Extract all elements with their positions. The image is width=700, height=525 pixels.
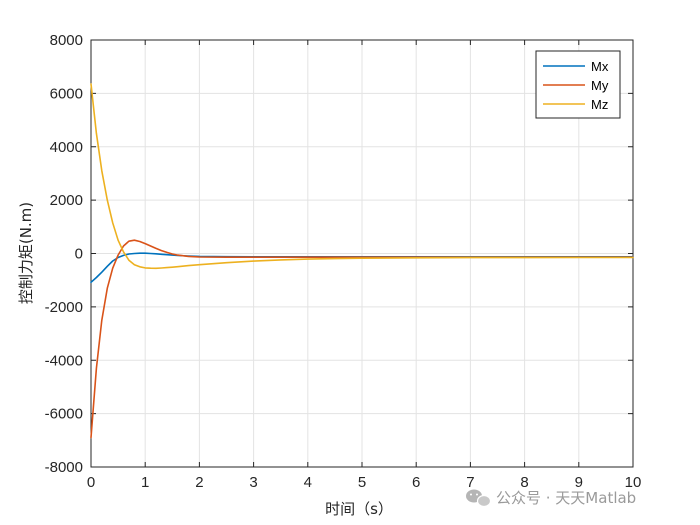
- x-tick-label: 3: [249, 474, 257, 491]
- x-tick-label: 6: [412, 474, 420, 491]
- legend: Mx My Mz: [535, 50, 621, 119]
- x-tick-label: 2: [195, 474, 203, 491]
- x-tick-label: 8: [520, 474, 528, 491]
- x-tick-label: 1: [141, 474, 149, 491]
- y-tick-label: 8000: [50, 32, 83, 49]
- x-tick-label: 9: [575, 474, 583, 491]
- y-tick-label: -8000: [45, 459, 83, 476]
- y-axis-label: 控制力矩(N.m): [17, 202, 35, 304]
- legend-entries: Mx My Mz: [543, 59, 609, 112]
- y-tick-label: -6000: [45, 406, 83, 423]
- x-tick-label: 0: [87, 474, 95, 491]
- y-tick-label: 0: [75, 246, 83, 263]
- x-tick-label: 7: [466, 474, 474, 491]
- watermark-text: 公众号 · 天天Matlab: [496, 489, 636, 507]
- x-tick-label: 4: [304, 474, 312, 491]
- x-tick-label: 10: [625, 474, 642, 491]
- y-axis-tick-labels: -8000 -6000 -4000 -2000 0 2000 4000 6000 8000: [45, 32, 83, 476]
- x-axis-label: 时间（s）: [325, 500, 393, 518]
- series-line-my: [90, 239, 634, 439]
- watermark: 公众号 · 天天Matlab: [466, 489, 636, 508]
- y-tick-label: 4000: [50, 139, 83, 156]
- series-lines: [90, 83, 634, 439]
- series-line-mz: [90, 83, 634, 270]
- y-tick-label: -2000: [45, 299, 83, 316]
- x-tick-label: 5: [358, 474, 366, 491]
- y-tick-label: 2000: [50, 192, 83, 209]
- legend-label-my: My: [591, 78, 609, 93]
- wechat-icon: [466, 489, 492, 508]
- y-tick-label: -4000: [45, 352, 83, 369]
- legend-label-mz: Mz: [591, 97, 608, 112]
- axis-ticks: [90, 39, 634, 468]
- legend-label-mx: Mx: [591, 59, 609, 74]
- y-tick-label: 6000: [50, 85, 83, 102]
- x-axis-tick-labels: 0 1 2 3 4 5 6 7 8 9 10: [87, 474, 642, 491]
